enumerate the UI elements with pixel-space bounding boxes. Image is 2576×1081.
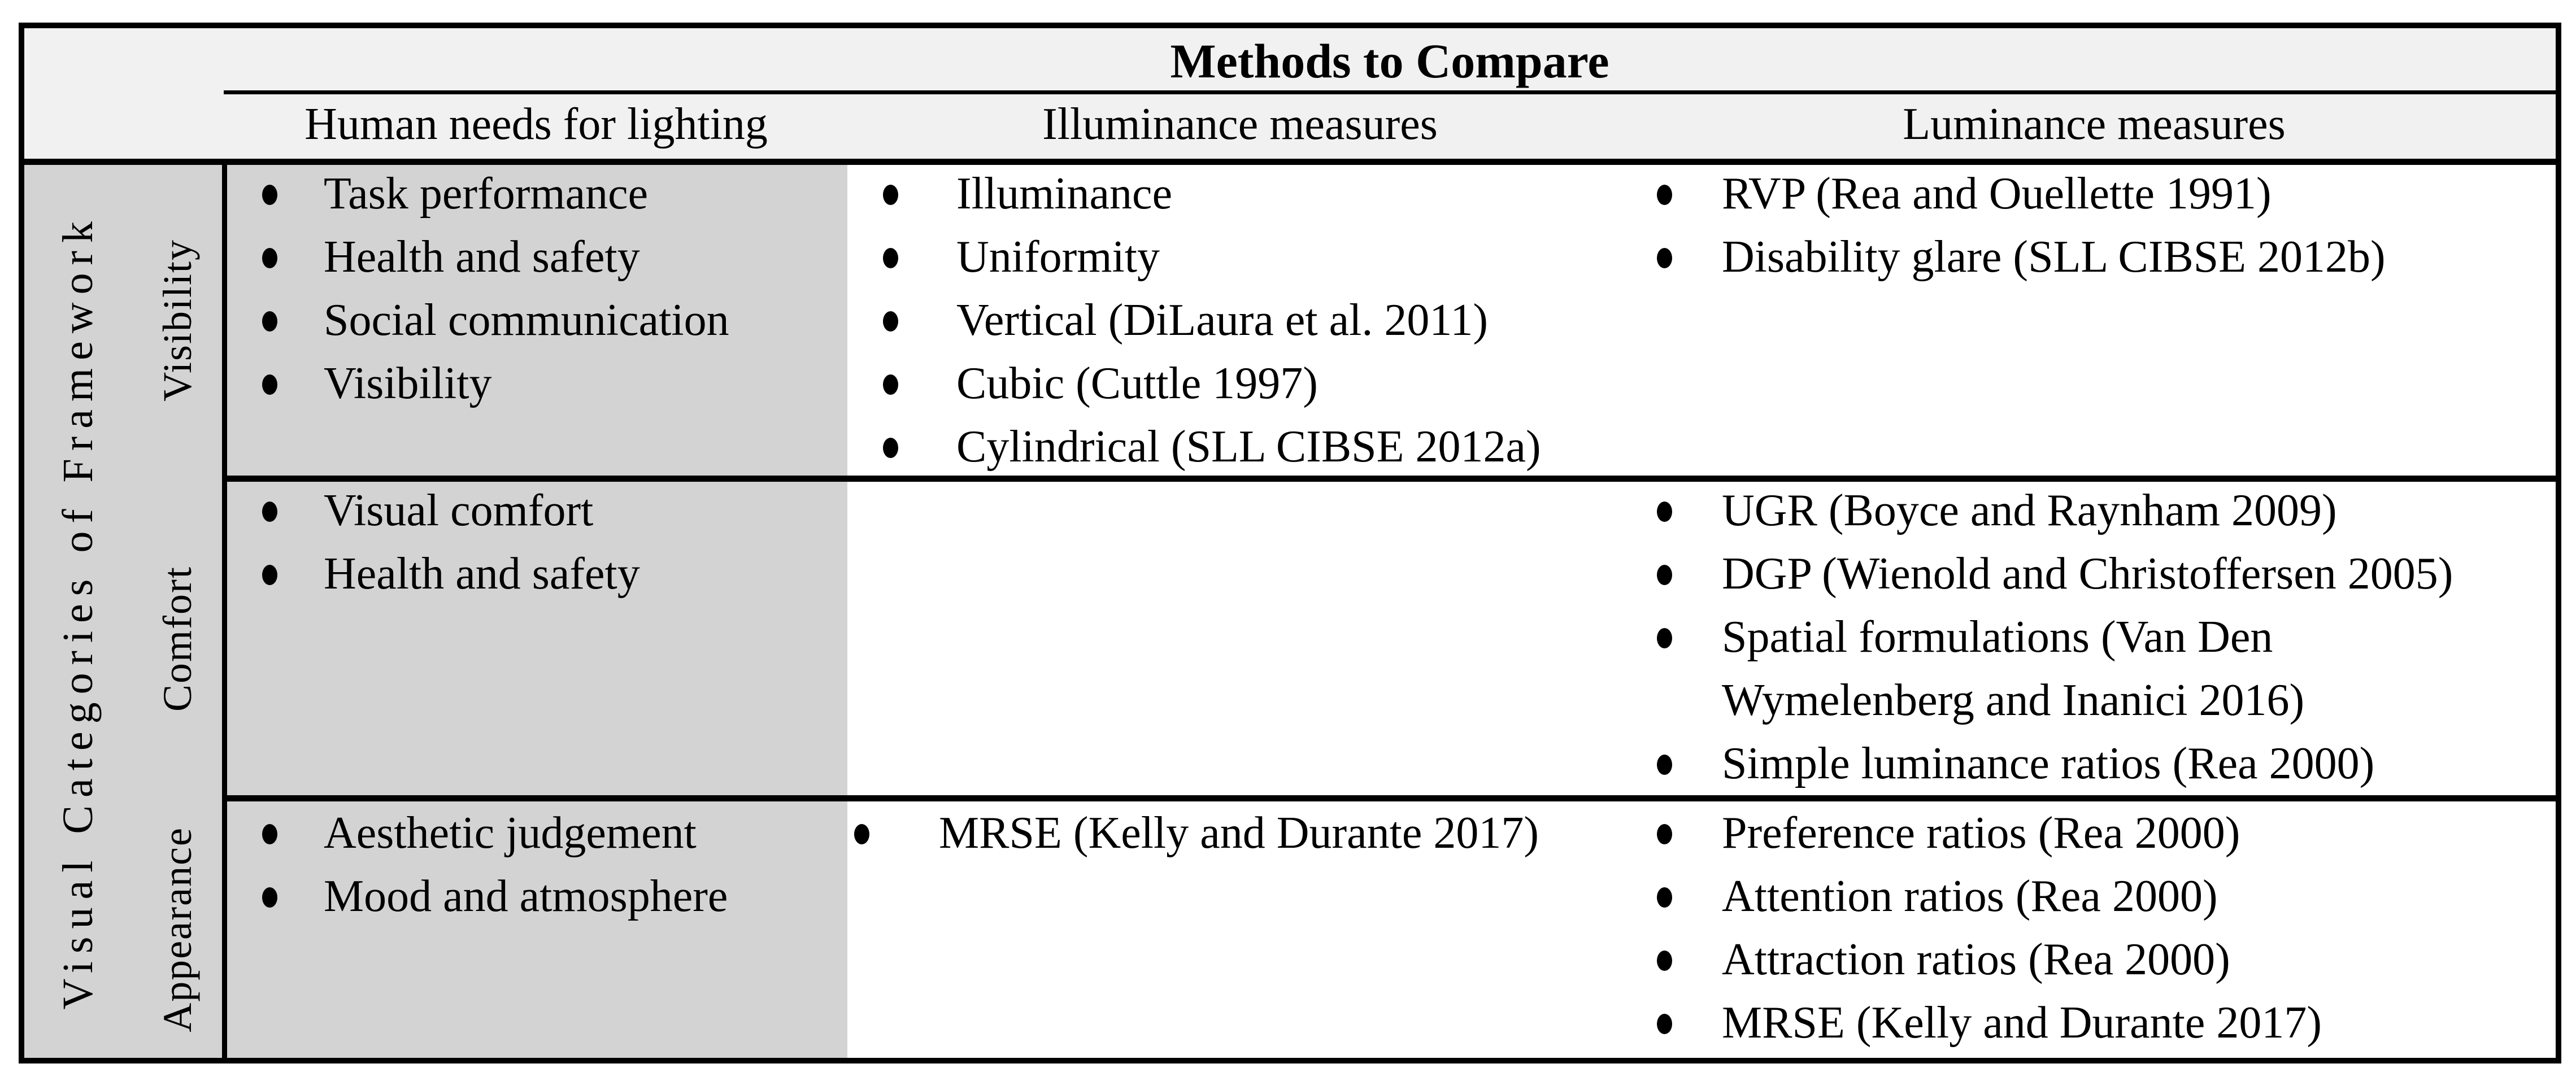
list-item: Cylindrical (SLL CIBSE 2012a) — [847, 415, 1633, 478]
list-item: Health and safety — [230, 542, 847, 605]
side-label-framework: Visual Categories of Framework — [24, 165, 132, 1058]
table-title: Methods to Compare — [1170, 34, 1609, 88]
list-item: Preference ratios (Rea 2000) — [1633, 801, 2556, 865]
list-item: RVP (Rea and Ouellette 1991) — [1633, 162, 2556, 225]
column-header-human-needs: Human needs for lighting — [304, 99, 768, 149]
list-item: Visual comfort — [230, 479, 847, 542]
cell-comfort-luminance: UGR (Boyce and Raynham 2009) DGP (Wienol… — [1633, 479, 2556, 795]
list-item: MRSE (Kelly and Durante 2017) — [847, 801, 1633, 865]
list-item: Mood and atmosphere — [230, 865, 847, 928]
title-underline — [224, 90, 2556, 94]
row-label-visibility: Visibility — [135, 165, 220, 476]
methods-comparison-table: Methods to Compare Human needs for light… — [19, 23, 2561, 1063]
cell-appearance-human-needs: Aesthetic judgement Mood and atmosphere — [230, 801, 847, 928]
list-item: Illuminance — [847, 162, 1633, 225]
cell-visibility-luminance: RVP (Rea and Ouellette 1991) Disability … — [1633, 162, 2556, 289]
list-item: DGP (Wienold and Christoffersen 2005) — [1633, 542, 2556, 605]
row-divider-comfort-appearance — [222, 795, 2556, 801]
column-header-luminance: Luminance measures — [1903, 99, 2286, 149]
category-column-divider — [222, 165, 227, 1058]
header-rule — [24, 159, 2556, 165]
list-item: Aesthetic judgement — [230, 801, 847, 865]
list-item: Simple luminance ratios (Rea 2000) — [1633, 732, 2556, 795]
side-label-framework-text: Visual Categories of Framework — [54, 213, 102, 1010]
cell-appearance-illuminance: MRSE (Kelly and Durante 2017) — [847, 801, 1633, 865]
row-divider-visibility-comfort — [222, 476, 2556, 482]
list-item: Visibility — [230, 352, 847, 415]
human-needs-column-background — [227, 165, 847, 1058]
row-label-comfort: Comfort — [135, 482, 220, 795]
list-item: Health and safety — [230, 225, 847, 289]
list-item: Social communication — [230, 289, 847, 352]
cell-visibility-human-needs: Task performance Health and safety Socia… — [230, 162, 847, 415]
row-label-visibility-text: Visibility — [154, 239, 200, 402]
list-item: Attraction ratios (Rea 2000) — [1633, 928, 2556, 991]
list-item: Vertical (DiLaura et al. 2011) — [847, 289, 1633, 352]
list-item: UGR (Boyce and Raynham 2009) — [1633, 479, 2556, 542]
row-label-appearance-text: Appearance — [154, 827, 200, 1032]
list-item: MRSE (Kelly and Durante 2017) — [1633, 991, 2556, 1054]
list-item: Disability glare (SLL CIBSE 2012b) — [1633, 225, 2556, 289]
column-header-illuminance: Illuminance measures — [1042, 99, 1438, 149]
row-label-comfort-text: Comfort — [154, 565, 200, 712]
list-item: Spatial formulations (Van Den Wymelenber… — [1633, 605, 2556, 732]
cell-visibility-illuminance: Illuminance Uniformity Vertical (DiLaura… — [847, 162, 1633, 478]
list-item: Attention ratios (Rea 2000) — [1633, 865, 2556, 928]
cell-comfort-human-needs: Visual comfort Health and safety — [230, 479, 847, 605]
cell-appearance-luminance: Preference ratios (Rea 2000) Attention r… — [1633, 801, 2556, 1054]
list-item: Task performance — [230, 162, 847, 225]
list-item: Cubic (Cuttle 1997) — [847, 352, 1633, 415]
list-item: Uniformity — [847, 225, 1633, 289]
row-label-appearance: Appearance — [135, 801, 220, 1058]
category-column-background — [24, 165, 222, 1058]
